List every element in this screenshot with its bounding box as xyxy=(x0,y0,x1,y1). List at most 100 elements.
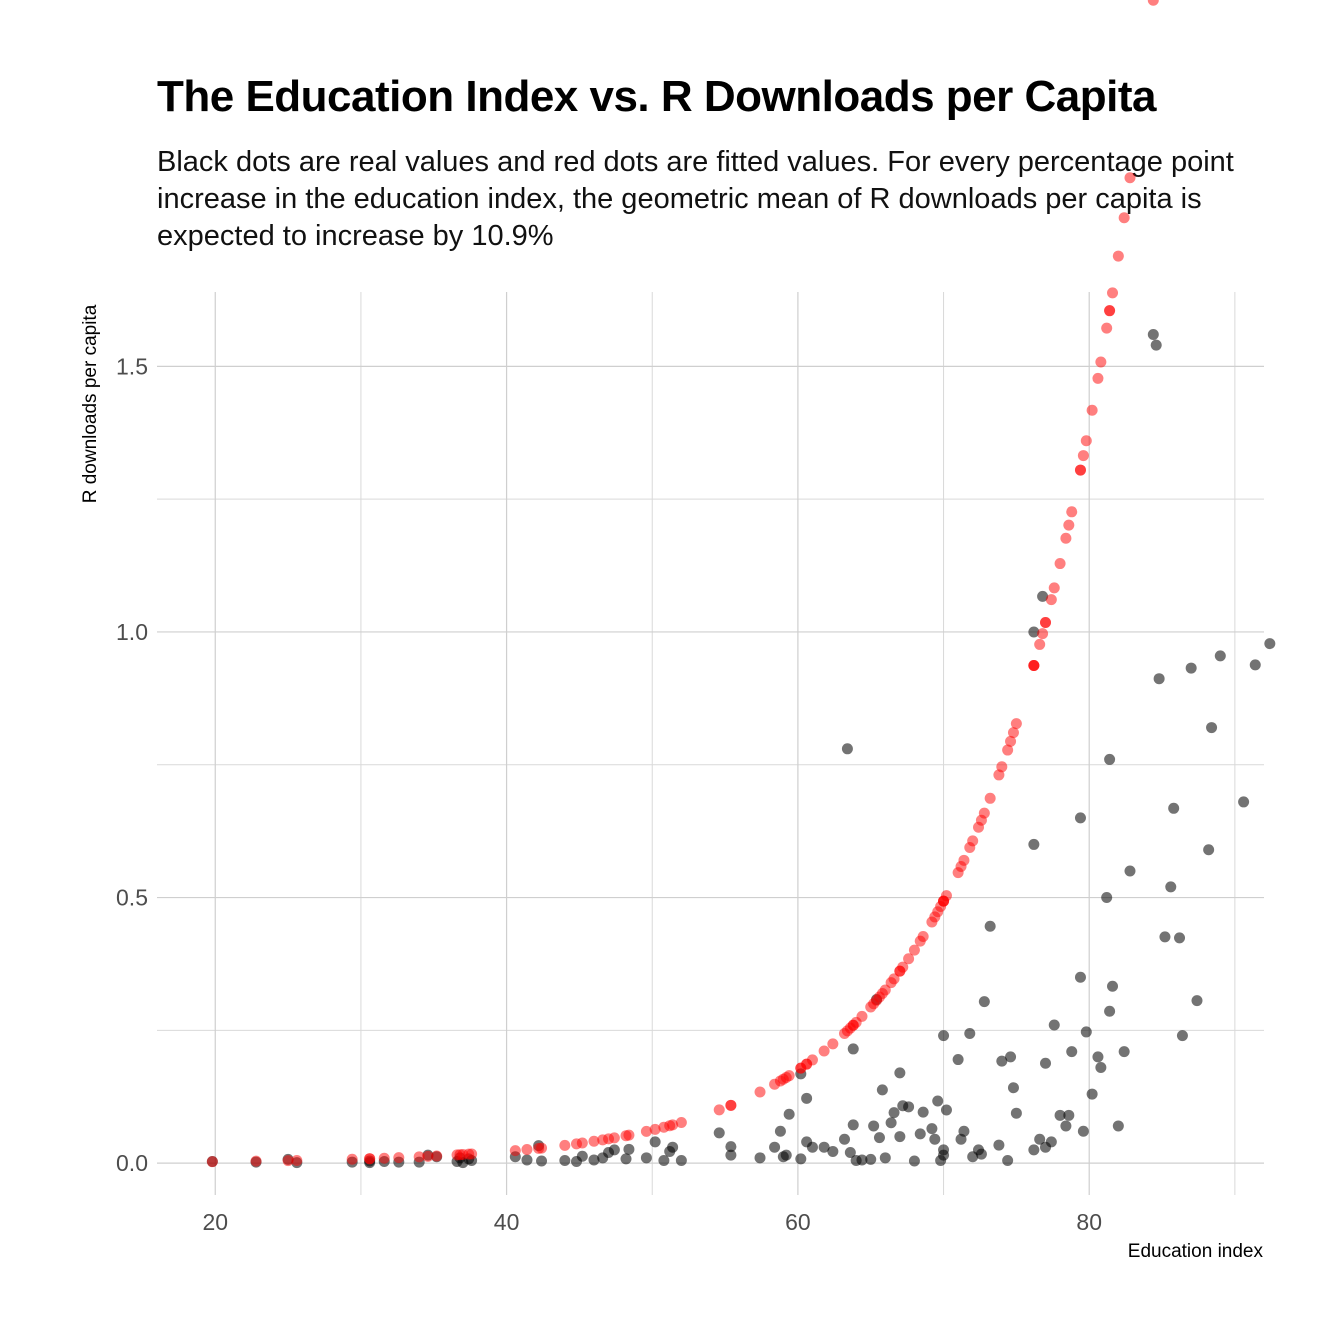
real-point xyxy=(1040,1057,1052,1069)
real-point xyxy=(1191,995,1203,1007)
real-points xyxy=(206,328,1276,1169)
fitted-point xyxy=(649,1123,661,1135)
real-point xyxy=(847,1119,859,1131)
real-point xyxy=(1168,802,1180,814)
y-tick-label: 0.0 xyxy=(116,1150,148,1176)
fitted-point xyxy=(1037,628,1049,640)
real-point xyxy=(938,1149,950,1161)
fitted-point xyxy=(1066,506,1078,518)
real-point xyxy=(1185,662,1197,674)
real-point xyxy=(588,1154,600,1166)
fitted-point xyxy=(509,1145,521,1157)
fitted-point xyxy=(1002,744,1014,756)
fitted-point xyxy=(608,1132,620,1144)
real-point xyxy=(1045,1136,1057,1148)
fitted-point xyxy=(996,761,1008,773)
fitted-point xyxy=(1112,250,1124,262)
real-point xyxy=(640,1152,652,1164)
y-tick-label: 0.5 xyxy=(116,885,148,911)
real-point xyxy=(1074,971,1086,983)
fitted-point xyxy=(827,1038,839,1050)
real-point xyxy=(865,1153,877,1165)
real-point xyxy=(1238,796,1250,808)
real-point xyxy=(917,1106,929,1118)
real-point xyxy=(1118,1046,1130,1058)
fitted-point xyxy=(588,1135,600,1147)
fitted-point xyxy=(1074,464,1086,476)
fitted-point xyxy=(364,1153,376,1165)
real-point xyxy=(1048,1019,1060,1031)
real-point xyxy=(1034,1133,1046,1145)
fitted-points xyxy=(206,0,1159,1168)
real-point xyxy=(984,920,996,932)
fitted-point xyxy=(576,1137,588,1149)
real-point xyxy=(1066,1046,1078,1058)
real-point xyxy=(940,1104,952,1116)
fitted-point xyxy=(1107,287,1119,299)
real-point xyxy=(975,1148,987,1160)
x-tick-label: 20 xyxy=(202,1209,228,1235)
real-point xyxy=(839,1133,851,1145)
real-point xyxy=(876,1084,888,1096)
x-tick-label: 40 xyxy=(494,1209,520,1235)
fitted-point xyxy=(422,1150,434,1162)
fitted-point xyxy=(667,1119,679,1131)
real-point xyxy=(1005,1051,1017,1063)
y-axis-title: R downloads per capita xyxy=(80,304,101,503)
fitted-point xyxy=(754,1086,766,1098)
grid-lines xyxy=(157,292,1264,1195)
x-tick-label: 60 xyxy=(785,1209,811,1235)
real-point xyxy=(926,1123,938,1135)
real-point xyxy=(938,1030,950,1042)
real-point xyxy=(725,1149,737,1161)
real-point xyxy=(1028,838,1040,850)
real-point xyxy=(1063,1109,1075,1121)
real-point xyxy=(1104,753,1116,765)
fitted-point xyxy=(1104,305,1116,317)
fitted-point xyxy=(623,1129,635,1141)
fitted-point xyxy=(431,1150,443,1162)
real-point xyxy=(1002,1154,1014,1166)
fitted-point xyxy=(818,1045,830,1057)
real-point xyxy=(754,1152,766,1164)
fitted-point xyxy=(1101,322,1113,334)
real-point xyxy=(873,1132,885,1144)
fitted-point xyxy=(888,973,900,985)
fitted-point xyxy=(1007,727,1019,739)
fitted-point xyxy=(1054,558,1066,570)
real-point xyxy=(1077,1125,1089,1137)
real-point xyxy=(795,1153,807,1165)
real-point xyxy=(958,1125,970,1137)
chart-subtitle: Black dots are real values and red dots … xyxy=(157,146,1234,252)
real-point xyxy=(559,1154,571,1166)
fitted-point xyxy=(940,890,952,902)
real-point xyxy=(1249,659,1261,671)
real-point xyxy=(879,1152,891,1164)
fitted-point xyxy=(521,1144,533,1156)
fitted-point xyxy=(640,1125,652,1137)
fitted-point xyxy=(1080,435,1092,447)
real-point xyxy=(1074,812,1086,824)
real-point xyxy=(713,1127,725,1139)
real-point xyxy=(964,1028,976,1040)
fitted-point xyxy=(282,1155,294,1167)
real-point xyxy=(903,1101,915,1113)
fitted-point xyxy=(1048,582,1060,594)
fitted-point xyxy=(1077,450,1089,462)
fitted-point xyxy=(856,1010,868,1022)
fitted-point xyxy=(1092,372,1104,384)
fitted-point xyxy=(917,931,929,943)
fitted-point xyxy=(984,792,996,804)
fitted-point xyxy=(783,1070,795,1082)
real-point xyxy=(1159,931,1171,943)
fitted-point xyxy=(1045,594,1057,606)
fitted-point xyxy=(967,835,979,847)
real-point xyxy=(888,1107,900,1119)
real-point xyxy=(801,1092,813,1104)
real-point xyxy=(894,1067,906,1079)
real-point xyxy=(521,1154,533,1166)
real-point xyxy=(667,1141,679,1153)
real-point xyxy=(780,1149,792,1161)
fitted-point xyxy=(978,807,990,819)
